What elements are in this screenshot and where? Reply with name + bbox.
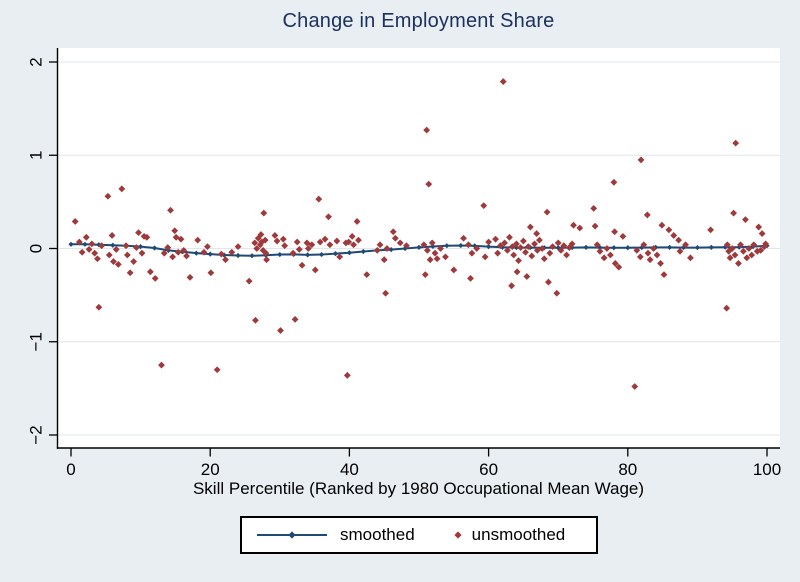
y-tick-label: 0: [26, 244, 45, 253]
x-axis-label: Skill Percentile (Ranked by 1980 Occupat…: [192, 479, 645, 498]
x-tick-label: 20: [201, 460, 220, 479]
x-tick-label: 80: [618, 460, 637, 479]
x-tick-label: 60: [479, 460, 498, 479]
y-tick-label: −1: [26, 332, 45, 351]
legend-smoothed-line-marker-icon: [257, 531, 327, 539]
y-tick-label: −2: [26, 425, 45, 444]
smoothed-markers: [68, 241, 770, 259]
y-tick-label: 1: [26, 151, 45, 160]
legend-unsmoothed-diamond-icon: [454, 531, 462, 539]
legend-unsmoothed-label: unsmoothed: [471, 525, 566, 544]
x-tick-label: 0: [66, 460, 75, 479]
legend: smoothed unsmoothed: [240, 516, 598, 554]
legend-smoothed-label: smoothed: [340, 525, 415, 544]
y-tick-label: 2: [26, 57, 45, 66]
x-tick-label: 100: [753, 460, 781, 479]
chart-title: Change in Employment Share: [282, 10, 555, 32]
x-tick-label: 40: [340, 460, 359, 479]
